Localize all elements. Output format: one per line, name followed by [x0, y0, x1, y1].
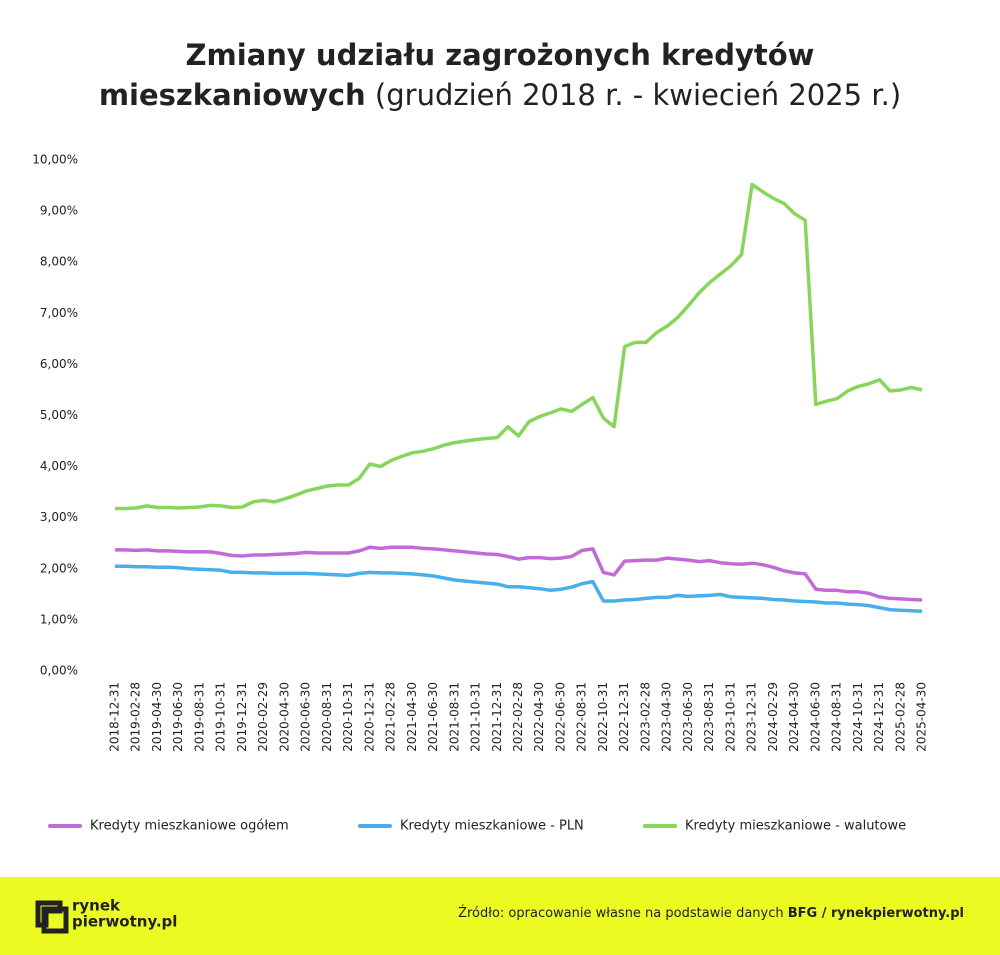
- x-tick-label: 2021-06-30: [426, 682, 440, 752]
- footer-band: [0, 877, 1000, 955]
- chart-subtitle: (grudzień 2018 r. - kwiecień 2025 r.): [375, 78, 901, 112]
- x-tick-label: 2021-10-31: [469, 682, 483, 752]
- x-tick-label: 2020-10-31: [341, 682, 355, 752]
- x-tick-label: 2024-04-30: [787, 682, 801, 752]
- x-tick-label: 2022-02-28: [511, 682, 525, 752]
- x-tick-label: 2023-08-31: [702, 682, 716, 752]
- x-tick-label: 2024-08-31: [830, 682, 844, 752]
- x-tick-label: 2021-12-31: [490, 682, 504, 752]
- x-tick-label: 2024-02-29: [766, 682, 780, 752]
- x-tick-label: 2020-04-30: [277, 682, 291, 752]
- x-tick-label: 2024-10-31: [851, 682, 865, 752]
- x-tick-label: 2021-02-28: [384, 682, 398, 752]
- chart-title: Zmiany udziału zagrożonych kredytów: [186, 38, 815, 72]
- x-tick-label: 2023-10-31: [723, 682, 737, 752]
- x-tick-label: 2019-12-31: [235, 682, 249, 752]
- x-tick-label: 2019-02-28: [129, 682, 143, 752]
- series-line: [115, 545, 923, 602]
- series-line: [115, 564, 923, 613]
- legend-label: Kredyty mieszkaniowe - PLN: [400, 819, 584, 834]
- x-tick-label: 2020-02-29: [256, 682, 270, 752]
- x-tick-label: 2022-06-30: [553, 682, 567, 752]
- y-tick-label: 8,00%: [40, 255, 78, 269]
- x-tick-label: 2019-08-31: [192, 682, 206, 752]
- chart-title: mieszkaniowych: [99, 78, 366, 112]
- y-tick-label: 0,00%: [40, 664, 78, 678]
- x-tick-label: 2021-08-31: [447, 682, 461, 752]
- x-tick-label: 2025-04-30: [915, 682, 929, 752]
- source-bold: BFG / rynekpierwotny.pl: [788, 906, 964, 921]
- x-tick-label: 2023-12-31: [745, 682, 759, 752]
- x-tick-label: 2020-08-31: [320, 682, 334, 752]
- logo-icon: [35, 900, 69, 934]
- x-tick-label: 2023-02-28: [638, 682, 652, 752]
- y-tick-label: 6,00%: [40, 357, 78, 371]
- x-tick-label: 2022-04-30: [532, 682, 546, 752]
- y-tick-label: 7,00%: [40, 306, 78, 320]
- source-text: Źródło: opracowanie własne na podstawie …: [458, 905, 784, 921]
- x-tick-label: 2020-06-30: [299, 682, 313, 752]
- x-tick-label: 2021-04-30: [405, 682, 419, 752]
- x-tick-label: 2023-04-30: [660, 682, 674, 752]
- logo-text: rynek: [72, 897, 121, 915]
- x-tick-label: 2023-06-30: [681, 682, 695, 752]
- y-tick-label: 4,00%: [40, 459, 78, 473]
- series-line: [115, 182, 923, 511]
- x-tick-label: 2024-06-30: [808, 682, 822, 752]
- legend-label: Kredyty mieszkaniowe - walutowe: [685, 819, 906, 834]
- x-tick-label: 2019-10-31: [214, 682, 228, 752]
- x-tick-label: 2022-12-31: [617, 682, 631, 752]
- y-tick-label: 10,00%: [32, 153, 78, 167]
- x-tick-label: 2018-12-31: [108, 682, 122, 752]
- x-tick-label: 2019-06-30: [171, 682, 185, 752]
- x-tick-label: 2025-02-28: [893, 682, 907, 752]
- y-tick-label: 5,00%: [40, 408, 78, 422]
- x-tick-label: 2022-08-31: [575, 682, 589, 752]
- x-tick-label: 2024-12-31: [872, 682, 886, 752]
- x-tick-label: 2022-10-31: [596, 682, 610, 752]
- x-tick-label: 2020-12-31: [362, 682, 376, 752]
- y-tick-label: 3,00%: [40, 510, 78, 524]
- y-tick-label: 9,00%: [40, 204, 78, 218]
- chart-title-line: mieszkaniowych (grudzień 2018 r. - kwiec…: [99, 78, 901, 112]
- y-tick-label: 2,00%: [40, 561, 78, 575]
- logo-text: pierwotny.pl: [72, 913, 177, 931]
- legend-label: Kredyty mieszkaniowe ogółem: [90, 819, 289, 834]
- y-tick-label: 1,00%: [40, 612, 78, 626]
- source-note: Źródło: opracowanie własne na podstawie …: [458, 905, 964, 921]
- x-tick-label: 2019-04-30: [150, 682, 164, 752]
